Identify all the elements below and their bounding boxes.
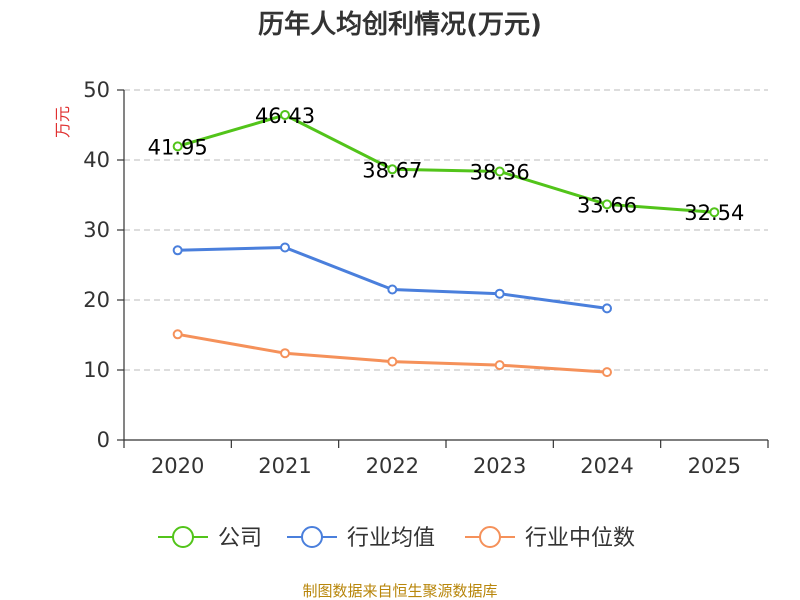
data-point (172, 329, 183, 340)
data-point (172, 245, 183, 256)
data-point (709, 207, 720, 218)
data-point (280, 109, 290, 120)
x-tick-label: 2021 (258, 454, 311, 478)
data-point (280, 348, 290, 359)
x-tick-label: 2020 (151, 454, 204, 478)
data-point (280, 242, 290, 253)
data-point (494, 288, 505, 299)
legend[interactable]: 公司 行业均值 行业中位数 (158, 526, 635, 551)
legend-item-1[interactable]: 行业均值 (287, 526, 435, 551)
series-line-0 (177, 113, 715, 214)
axes: 0 10 20 30 40 50 2020 2021 2022 2023 2024 2025 (83, 78, 769, 478)
x-tick-label: 2024 (580, 454, 633, 478)
data-label: 46.43 (255, 104, 315, 128)
x-tick-label: 2022 (366, 454, 419, 478)
data-point (387, 356, 398, 367)
legend-label: 行业均值 (347, 526, 435, 551)
data-point (387, 284, 398, 295)
data-point (602, 303, 612, 314)
y-tick-label: 20 (83, 288, 110, 312)
chart-title: 历年人均创利情况(万元) (258, 9, 542, 40)
data-point (387, 164, 398, 175)
data-label: 38.36 (470, 160, 530, 184)
data-point (494, 360, 505, 371)
data-point (602, 367, 612, 378)
data-labels: 41.95 46.43 38.67 38.36 33.66 32.54 (148, 104, 745, 225)
data-label: 41.95 (148, 135, 208, 159)
legend-marker (301, 526, 323, 548)
y-tick-label: 10 (83, 358, 110, 382)
gridlines (124, 89, 768, 371)
data-point (602, 199, 612, 210)
legend-item-0[interactable]: 公司 (158, 526, 262, 551)
data-label: 32.54 (684, 201, 744, 225)
series-lines (172, 109, 720, 378)
series-line-1 (177, 246, 608, 310)
data-label: 38.67 (362, 158, 422, 182)
data-label: 33.66 (577, 193, 637, 217)
source-note: 制图数据来自恒生聚源数据库 (302, 582, 497, 600)
y-tick-label: 0 (97, 428, 110, 452)
legend-label: 行业中位数 (525, 526, 635, 551)
y-tick-label: 30 (83, 218, 110, 242)
x-tick-label: 2023 (473, 454, 526, 478)
legend-label: 公司 (218, 526, 262, 551)
data-point (494, 166, 505, 177)
x-tick-label: 2025 (688, 454, 741, 478)
legend-marker (479, 526, 501, 548)
y-tick-label: 40 (83, 148, 110, 172)
y-tick-label: 50 (83, 78, 110, 102)
y-axis-label: 万元 (53, 106, 72, 138)
legend-item-2[interactable]: 行业中位数 (465, 526, 635, 551)
legend-marker (172, 526, 194, 548)
data-point (172, 141, 183, 152)
